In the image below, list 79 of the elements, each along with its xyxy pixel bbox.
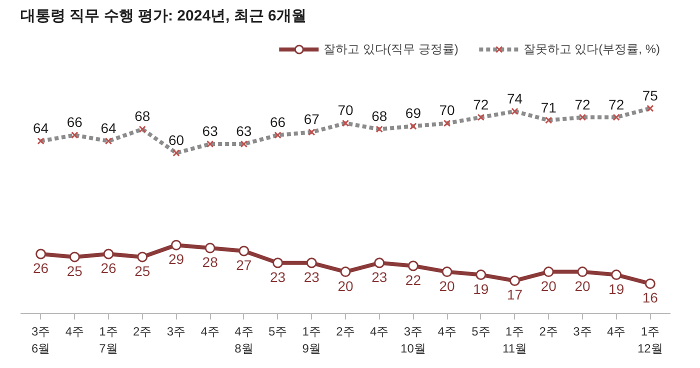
point xyxy=(543,266,554,278)
point xyxy=(103,248,114,260)
point xyxy=(510,275,520,286)
point xyxy=(374,258,385,268)
x-tick-label: 1주 11월 xyxy=(502,324,528,356)
point xyxy=(36,248,46,260)
x-tick-label: 4주 xyxy=(606,324,626,338)
x-tick-label: 5주 xyxy=(472,324,490,338)
data-label: 23 xyxy=(270,268,286,285)
data-label: 74 xyxy=(506,90,523,106)
x-tick-label: 3주 xyxy=(573,324,592,338)
x-tick-label: 4주 xyxy=(370,324,389,338)
point xyxy=(69,252,80,262)
data-label: 20 xyxy=(338,278,354,294)
point xyxy=(272,258,284,268)
data-label: 22 xyxy=(405,272,422,288)
data-label: 68 xyxy=(372,108,388,124)
data-label: 28 xyxy=(202,254,218,270)
x-tick-label: 4주 8월 xyxy=(234,324,254,356)
point xyxy=(238,246,250,256)
point xyxy=(204,242,216,254)
point xyxy=(137,252,148,262)
data-label: 20 xyxy=(439,278,456,294)
data-label: 64 xyxy=(33,120,49,136)
point xyxy=(340,266,351,278)
x-tick-label: 3주 xyxy=(166,324,186,338)
x-tick-label: 2주 xyxy=(133,324,152,338)
data-label: 25 xyxy=(66,262,83,279)
data-label: 72 xyxy=(574,96,590,112)
data-label: 26 xyxy=(100,260,117,276)
data-label: 20 xyxy=(540,278,557,294)
data-label: 69 xyxy=(405,105,422,122)
x-tick-label: 1주 9월 xyxy=(302,324,321,356)
data-label: 63 xyxy=(202,123,218,140)
data-label: 20 xyxy=(574,278,590,294)
data-label: 26 xyxy=(33,260,49,276)
data-label: 64 xyxy=(100,120,117,136)
chart-title: 대통령 직무 수행 평가: 2024년, 최근 6개월 xyxy=(20,8,306,24)
data-label: 75 xyxy=(642,87,658,104)
data-label: 66 xyxy=(66,114,83,130)
point xyxy=(577,266,588,278)
data-label: 23 xyxy=(372,268,388,285)
data-label: 60 xyxy=(168,132,184,148)
data-label: 66 xyxy=(270,114,286,130)
point xyxy=(644,278,656,289)
x-tick-label: 1주 12월 xyxy=(638,324,663,356)
data-label: 70 xyxy=(338,102,354,118)
data-label: 68 xyxy=(134,108,150,124)
legend-label: 잘하고 있다(직무 긍정률) xyxy=(324,40,458,58)
data-label: 29 xyxy=(168,251,184,268)
data-label: 25 xyxy=(134,262,150,279)
data-label: 23 xyxy=(304,268,320,285)
x-tick-label: 4주 xyxy=(438,324,456,338)
x-tick-label: 3주 6월 xyxy=(31,324,50,356)
point xyxy=(611,270,622,280)
data-label: 67 xyxy=(304,111,320,128)
point xyxy=(408,260,418,272)
data-label: 17 xyxy=(506,286,523,303)
point xyxy=(170,240,182,250)
x-tick-label: 3주 10월 xyxy=(400,324,426,356)
data-label: 16 xyxy=(642,290,658,306)
point xyxy=(476,270,486,280)
data-label: 72 xyxy=(473,96,489,112)
data-label: 19 xyxy=(608,280,624,297)
x-tick-label: 2주 xyxy=(336,324,355,338)
point xyxy=(442,266,452,278)
x-tick-label: 2주 xyxy=(539,324,558,338)
x-tick-label: 5주 xyxy=(268,324,288,338)
x-tick-label: 4주 xyxy=(65,324,84,338)
x-tick-label: 1주 7월 xyxy=(99,324,118,356)
data-label: 63 xyxy=(236,123,252,140)
data-label: 71 xyxy=(540,99,557,116)
data-label: 72 xyxy=(608,96,624,112)
x-tick-label: 4주 xyxy=(200,324,220,338)
point xyxy=(306,258,317,268)
data-label: 70 xyxy=(439,102,456,118)
data-label: 19 xyxy=(473,280,489,297)
legend-label: 잘못하고 있다(부정률, %) xyxy=(523,40,660,58)
data-label: 27 xyxy=(236,257,252,274)
